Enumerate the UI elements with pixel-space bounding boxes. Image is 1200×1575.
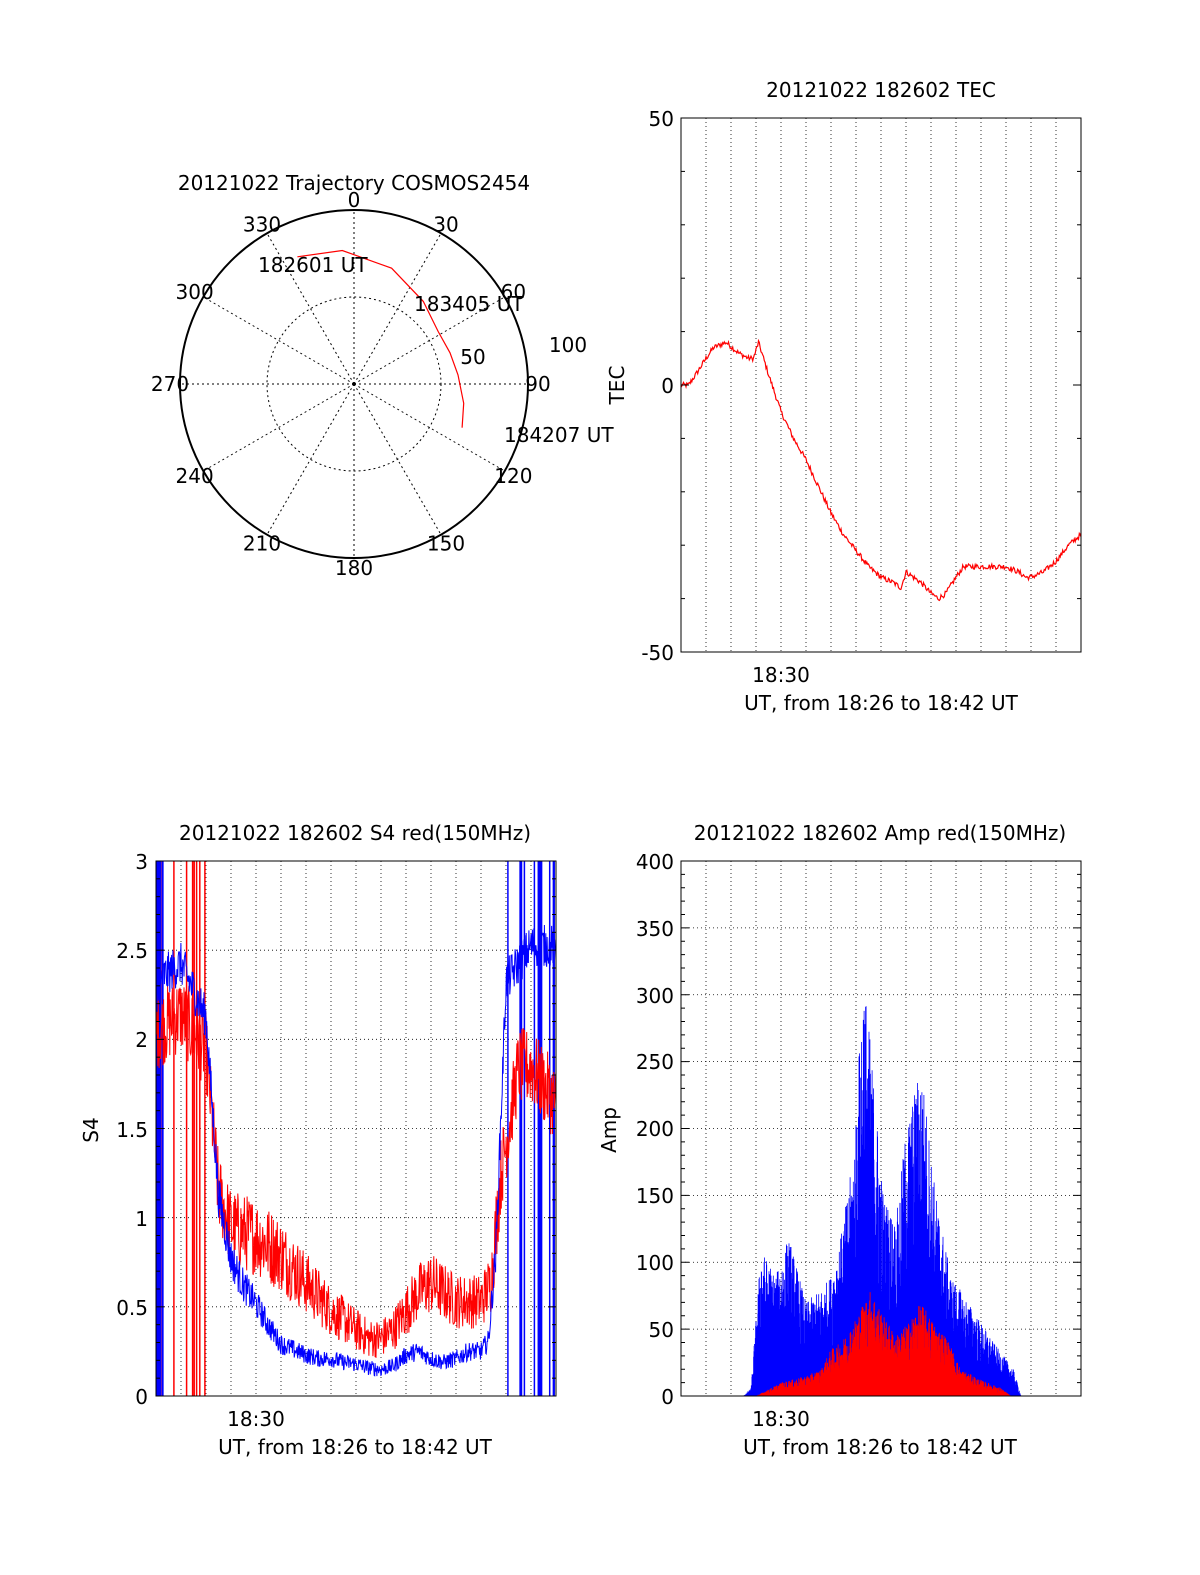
trajectory-polar-panel: 20121022 Trajectory COSMOS2454 0 30 60 90 12… [151,171,614,580]
polar-angle-label: 150 [427,531,465,555]
s4-grid [156,861,556,1396]
trajectory-line [297,249,465,428]
amp-y-tick-150: 150 [636,1184,674,1208]
s4-y-tick-3: 3 [135,850,148,874]
amp-title: 20121022 182602 Amp red(150MHz) [694,821,1066,845]
tec-x-axis-label: UT, from 18:26 to 18:42 UT [744,691,1019,715]
amp-y-axis-label: Amp [597,1107,621,1153]
polar-spoke [353,383,505,472]
trajectory-end-label: 184207 UT [504,423,614,447]
polar-angle-label: 180 [335,556,373,580]
s4-y-axis-label: S4 [79,1117,103,1142]
amp-y-ticks [681,860,1081,1397]
polar-angle-labels: 0 30 60 90 120 150 180 210 240 270 300 330 [151,188,551,580]
polar-angle-label: 330 [243,213,281,237]
polar-angle-label: 0 [348,188,361,212]
tec-y-tick-0: 0 [661,374,674,398]
polar-radial-label-50: 50 [460,345,485,369]
polar-spoke [353,233,442,385]
polar-spoke [266,233,355,385]
polar-angle-label: 270 [151,372,189,396]
s4-title: 20121022 182602 S4 red(150MHz) [179,821,531,845]
tec-x-tick-1830: 18:30 [752,663,810,687]
amp-y-tick-250: 250 [636,1050,674,1074]
amp-y-tick-300: 300 [636,984,674,1008]
s4-blue-series-line [156,924,556,1377]
s4-y-tick-0: 0 [135,1385,148,1409]
polar-spoke [353,383,442,535]
polar-angle-label: 210 [243,531,281,555]
tec-y-tick-50: 50 [649,107,674,131]
s4-panel: 20121022 182602 S4 red(150MHz) 3 2.5 2 1… [79,821,557,1459]
amp-y-tick-100: 100 [636,1251,674,1275]
s4-x-tick-1830: 18:30 [227,1407,285,1431]
polar-angle-label: 240 [176,464,214,488]
s4-x-axis-label: UT, from 18:26 to 18:42 UT [218,1435,493,1459]
trajectory-start-label: 182601 UT [258,253,368,277]
amp-panel: 20121022 182602 Amp red(150MHz) 400 350 … [597,821,1082,1459]
amp-y-tick-400: 400 [636,850,674,874]
s4-red-dropout-lines [158,861,206,1396]
s4-y-ticks [156,860,556,1397]
amp-red-series-fill [681,1292,1081,1396]
tec-grid [705,118,1057,652]
polar-title: 20121022 Trajectory COSMOS2454 [178,171,530,195]
polar-spoke [353,296,505,385]
amp-y-tick-350: 350 [636,917,674,941]
polar-spoke [203,296,355,385]
amp-y-tick-0: 0 [661,1385,674,1409]
polar-radial-label-100: 100 [549,333,587,357]
trajectory-mid-label: 183405 UT [414,292,524,316]
tec-y-ticks [681,117,1081,653]
polar-outer-circle [179,209,529,559]
tec-panel: 20121022 182602 TEC 50 0 -50 18:30 UT, f… [605,78,1082,715]
polar-angle-label: 300 [176,280,214,304]
amp-x-tick-1830: 18:30 [752,1407,810,1431]
s4-y-tick-2: 2 [135,1028,148,1052]
polar-spoke [266,383,355,535]
amp-y-tick-50: 50 [649,1318,674,1342]
tec-title: 20121022 182602 TEC [766,78,996,102]
amp-x-axis-label: UT, from 18:26 to 18:42 UT [743,1435,1018,1459]
polar-angle-label: 120 [494,464,532,488]
tec-y-axis-label: TEC [605,366,629,406]
s4-y-tick-1: 1 [135,1207,148,1231]
s4-y-tick-0-5: 0.5 [116,1296,148,1320]
s4-y-tick-1-5: 1.5 [116,1118,148,1142]
s4-y-tick-2-5: 2.5 [116,939,148,963]
tec-series-line [680,338,1082,602]
polar-grid [179,209,529,559]
polar-angle-label: 30 [433,213,458,237]
polar-angle-label: 60 [501,280,526,304]
amp-y-tick-200: 200 [636,1117,674,1141]
polar-angle-label: 90 [525,372,550,396]
tec-y-tick-neg50: -50 [641,641,674,665]
s4-red-series-line [156,985,556,1358]
polar-spoke [203,383,355,472]
